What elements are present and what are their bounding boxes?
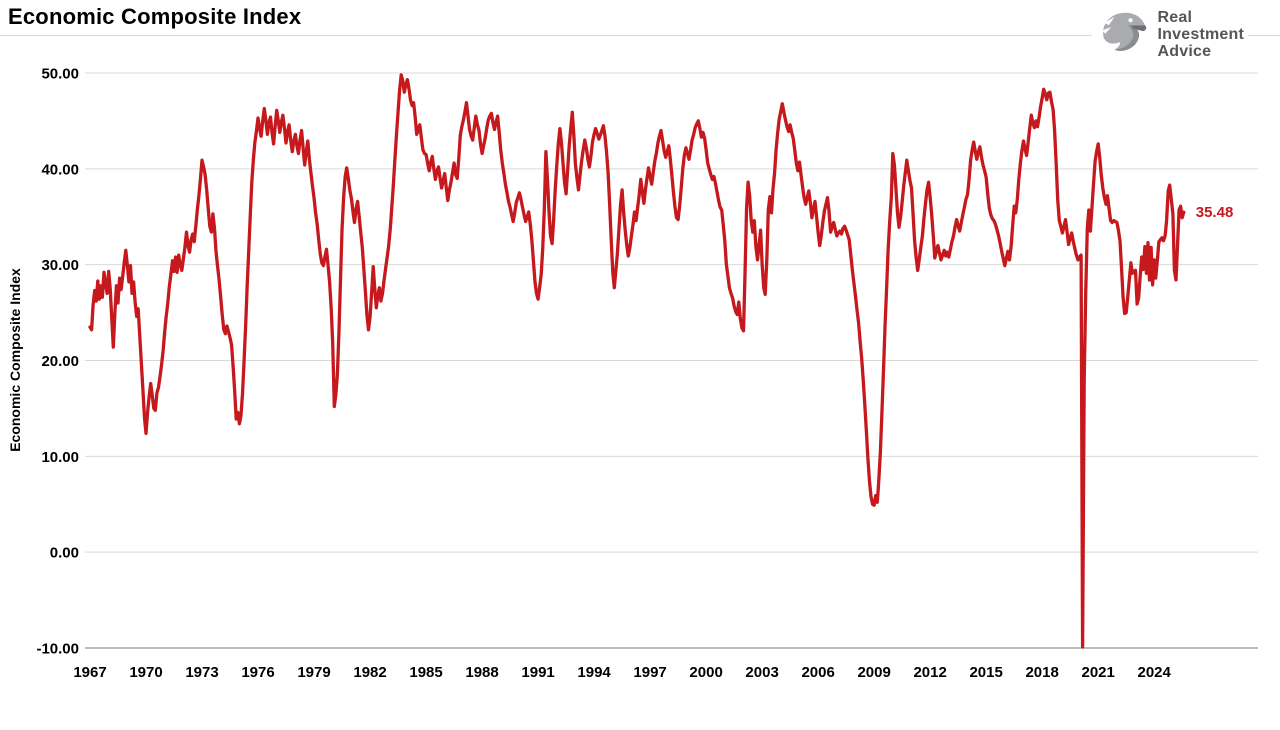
svg-text:2012: 2012 <box>913 664 946 681</box>
logo-text-line2: Investment <box>1157 26 1244 43</box>
svg-text:1985: 1985 <box>409 664 442 681</box>
svg-text:1997: 1997 <box>633 664 666 681</box>
svg-text:30.00: 30.00 <box>41 257 79 274</box>
svg-text:2018: 2018 <box>1025 664 1058 681</box>
logo-text-line3: Advice <box>1157 43 1212 60</box>
svg-text:1988: 1988 <box>465 664 498 681</box>
chart-title: Economic Composite Index <box>8 4 302 29</box>
svg-text:1973: 1973 <box>185 664 218 681</box>
logo-text-line1: Real <box>1157 9 1193 26</box>
svg-text:1991: 1991 <box>521 664 554 681</box>
svg-text:2003: 2003 <box>745 664 778 681</box>
svg-text:0.00: 0.00 <box>50 545 79 562</box>
svg-text:1970: 1970 <box>129 664 162 681</box>
svg-text:40.00: 40.00 <box>41 161 79 178</box>
logo-text: Real Investment Advice <box>1158 9 1244 60</box>
svg-text:2015: 2015 <box>969 664 1002 681</box>
header-divider <box>0 35 1280 36</box>
svg-text:20.00: 20.00 <box>41 353 79 370</box>
svg-text:1994: 1994 <box>577 664 611 681</box>
eagle-icon <box>1096 6 1150 63</box>
y-axis-title: Economic Composite Index <box>7 268 23 452</box>
svg-text:1979: 1979 <box>297 664 330 681</box>
svg-text:2006: 2006 <box>801 664 834 681</box>
svg-text:2024: 2024 <box>1138 664 1172 681</box>
svg-text:1967: 1967 <box>73 664 106 681</box>
svg-text:-10.00: -10.00 <box>36 641 79 658</box>
svg-text:2000: 2000 <box>689 664 722 681</box>
svg-text:50.00: 50.00 <box>41 66 79 83</box>
svg-text:2021: 2021 <box>1081 664 1114 681</box>
ria-logo: Real Investment Advice <box>1091 4 1248 65</box>
svg-text:1982: 1982 <box>353 664 386 681</box>
svg-text:10.00: 10.00 <box>41 449 79 466</box>
last-value-label: 35.48 <box>1195 204 1234 222</box>
svg-text:1976: 1976 <box>241 664 274 681</box>
svg-text:2009: 2009 <box>857 664 890 681</box>
